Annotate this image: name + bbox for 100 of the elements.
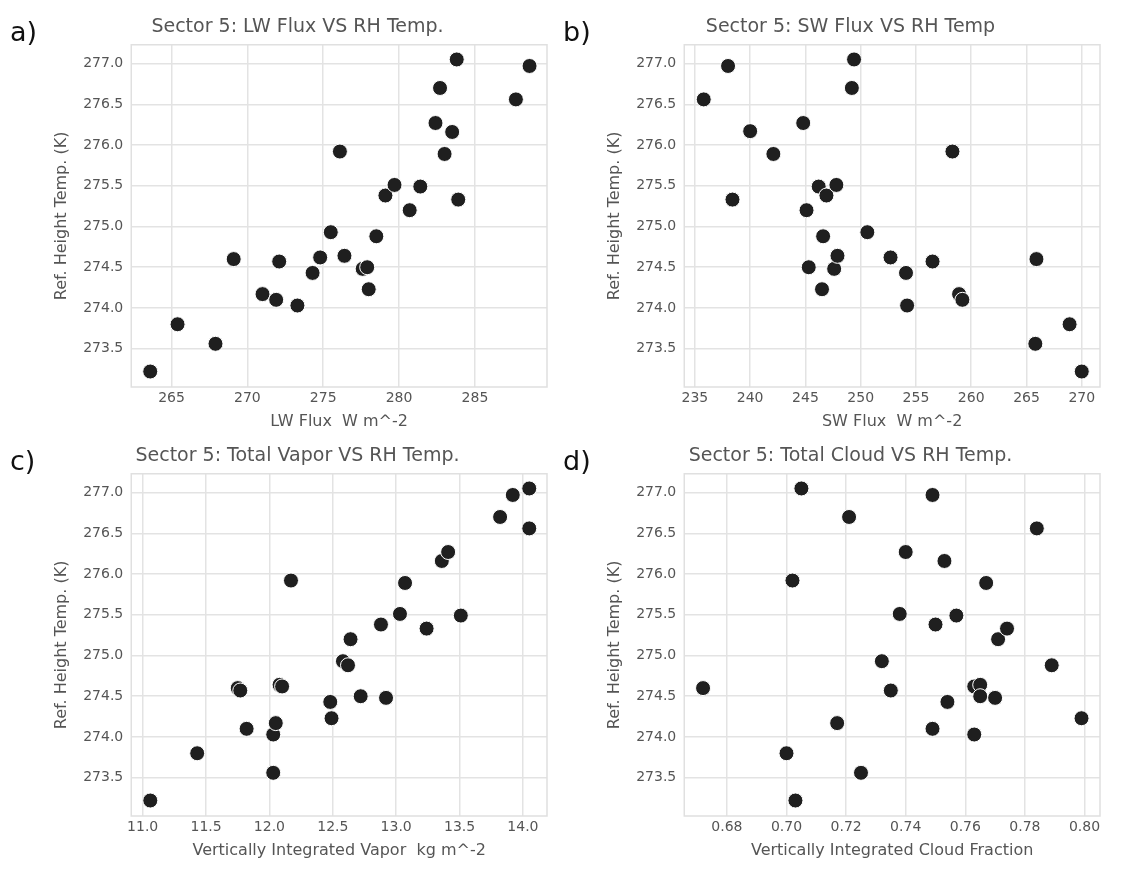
point [891,605,908,622]
chart-title: Sector 5: SW Flux VS RH Temp [705,14,996,37]
x-tick-label: 11.0 [127,818,159,835]
y-tick-label: 277.0 [636,54,677,71]
x-tick-label: 0.72 [830,818,862,835]
y-axis-title: Ref. Height Temp. (K) [50,560,70,730]
point [401,202,418,219]
y-tick-label: 276.0 [636,564,677,581]
point [787,792,804,809]
point [378,689,395,706]
point [927,616,944,633]
point [800,259,817,276]
point [440,544,457,561]
point [978,574,995,591]
point [1043,657,1060,674]
x-axis-title: Vertically Integrated Cloud Fraction [750,839,1034,859]
point [818,187,835,204]
point [828,176,845,193]
point [815,228,832,245]
y-tick-label: 274.0 [636,727,677,744]
x-tick-label: 265 [1013,389,1040,406]
point [386,176,403,193]
y-tick-label: 276.0 [636,135,677,152]
point [948,607,965,624]
point [267,715,284,732]
text: c) [10,444,36,476]
point [924,253,941,270]
point [972,688,989,705]
y-tick-label: 275.0 [636,217,677,234]
point [427,115,444,132]
point [843,79,860,96]
point [359,259,376,276]
point [368,228,385,245]
y-tick-label: 274.5 [636,686,677,703]
x-tick-label: 13.0 [380,818,412,835]
point [372,616,389,633]
y-tick-label: 274.0 [83,727,124,744]
point [282,572,299,589]
point [1027,335,1044,352]
point [254,286,271,303]
point [944,143,961,160]
x-tick-label: 0.74 [890,818,922,835]
y-tick-label: 275.5 [636,605,677,622]
x-tick-label: 250 [847,389,875,406]
text: d) [563,444,591,476]
point [271,253,288,270]
point [784,572,801,589]
point [829,715,846,732]
point [312,249,329,266]
point [841,508,858,525]
y-axis-title: Ref. Height Temp. (K) [603,131,623,301]
point [899,297,916,314]
y-tick-label: 275.0 [636,646,677,663]
y-tick-label: 273.5 [83,768,124,785]
y-tick-label: 276.5 [83,94,124,111]
point [360,281,377,298]
point [207,335,224,352]
y-tick-label: 276.5 [636,94,677,111]
point [322,693,339,710]
y-tick-label: 275.5 [636,176,677,193]
point [793,480,810,497]
point [268,291,285,308]
point [990,631,1007,648]
point [1028,520,1045,537]
y-tick-label: 276.5 [83,523,124,540]
x-tick-label: 235 [681,389,709,406]
point [999,620,1016,637]
point [695,91,712,108]
point [778,745,795,762]
point [829,247,846,264]
y-tick-label: 274.5 [83,686,124,703]
y-tick-label: 273.5 [83,339,124,356]
point [391,605,408,622]
x-tick-label: 270 [233,389,261,406]
chart-title: Sector 5: Total Vapor VS RH Temp. [135,443,460,466]
point [450,191,467,208]
point [826,260,843,277]
point [521,57,538,74]
point [966,726,983,743]
point [521,520,538,537]
point [814,281,831,298]
x-tick-label: 255 [902,389,930,406]
point [898,264,915,281]
x-tick-label: 285 [461,389,489,406]
point [444,123,461,140]
y-tick-label: 275.0 [83,217,124,234]
point [397,574,414,591]
x-tick-label: 12.0 [253,818,286,835]
point [897,544,914,561]
y-axis-title: Ref. Height Temp. (K) [50,131,70,301]
x-axis-title: SW Flux W m^-2 [821,410,963,430]
point [521,480,538,497]
point [142,363,159,380]
point [336,247,353,264]
point [304,264,321,281]
point [507,91,524,108]
x-tick-label: 240 [736,389,764,406]
point [882,249,899,266]
x-tick-label: 11.5 [190,818,222,835]
y-tick-label: 277.0 [636,483,677,500]
